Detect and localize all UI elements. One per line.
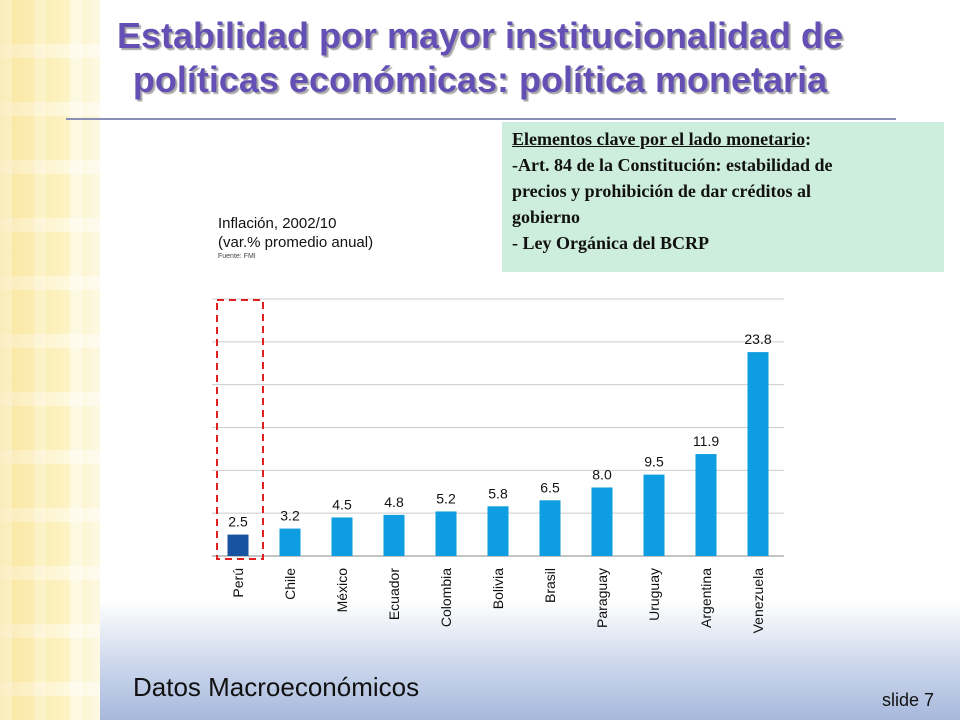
value-label-chile: 3.2 — [280, 508, 300, 524]
bar-brasil — [539, 500, 561, 556]
key-box-line-2: precios y prohibición de dar créditos al — [512, 181, 812, 201]
decorative-left-band — [0, 0, 100, 720]
chart-bars — [227, 352, 769, 556]
value-label-uruguay: 9.5 — [644, 454, 664, 470]
chart-title: Inflación, 2002/10 — [218, 215, 337, 232]
category-label-paraguay: Paraguay — [594, 568, 610, 628]
key-box-line-3: gobierno — [512, 207, 581, 227]
category-label-brasil: Brasil — [542, 568, 558, 603]
category-label-méxico: México — [334, 568, 350, 613]
bar-chile — [279, 528, 301, 556]
slide-title: Estabilidad por mayor institucionalidad … — [20, 14, 940, 102]
bar-bolivia — [487, 506, 509, 556]
bar-venezuela — [747, 352, 769, 556]
slide-title-line-1: Estabilidad por mayor institucionalidad … — [116, 15, 844, 56]
chart-category-labels: Perú Chile México Ecuador Colombia Bolivia Bra… — [230, 568, 766, 634]
chart-subtitle: (var.% promedio anual) — [218, 234, 374, 251]
value-label-méxico: 4.5 — [332, 496, 352, 512]
footer-gradient — [100, 600, 960, 720]
bar-uruguay — [643, 474, 665, 556]
value-label-paraguay: 8.0 — [592, 466, 612, 482]
slide-title-line-2: políticas económicas: política monetaria — [132, 59, 828, 100]
peru-highlight-box — [216, 299, 264, 560]
key-elements-box: Elementos clave por el lado monetario: -… — [502, 122, 944, 272]
category-label-argentina: Argentina — [698, 568, 714, 628]
value-label-brasil: 6.5 — [540, 479, 560, 495]
chart-caption: Inflación, 2002/10 (var.% promedio anual… — [218, 214, 373, 261]
key-box-heading: Elementos clave por el lado monetario — [512, 129, 806, 149]
bar-argentina — [695, 454, 717, 556]
category-label-colombia: Colombia — [438, 568, 454, 627]
bar-méxico — [331, 517, 353, 556]
category-label-bolivia: Bolivia — [490, 568, 506, 609]
key-box-heading-colon: : — [805, 129, 812, 149]
chart-gridlines — [212, 298, 784, 557]
chart-value-labels: 2.5 3.2 4.5 4.8 5.2 5.8 6.5 8.0 9.5 11.9 23.8 — [228, 331, 772, 529]
value-label-perú: 2.5 — [228, 514, 248, 530]
category-label-venezuela: Venezuela — [750, 568, 766, 634]
category-label-perú: Perú — [230, 568, 246, 598]
category-label-chile: Chile — [282, 568, 298, 600]
bar-colombia — [435, 511, 457, 556]
slide-number: slide 7 — [882, 690, 935, 710]
category-label-ecuador: Ecuador — [386, 568, 402, 620]
bar-paraguay — [591, 487, 613, 556]
value-label-colombia: 5.2 — [436, 490, 456, 506]
bar-ecuador — [383, 514, 405, 556]
key-box-heading-line: Elementos clave por el lado monetario: — [512, 126, 936, 152]
title-divider — [66, 118, 896, 120]
bar-perú — [227, 534, 249, 556]
category-label-uruguay: Uruguay — [646, 568, 662, 621]
key-box-line-1: -Art. 84 de la Constitución: estabilidad… — [512, 155, 833, 175]
value-label-venezuela: 23.8 — [744, 331, 771, 347]
value-label-argentina: 11.9 — [693, 433, 719, 449]
key-box-line-4: - Ley Orgánica del BCRP — [512, 233, 709, 253]
value-label-bolivia: 5.8 — [488, 485, 508, 501]
chart-source: Fuente: FMI — [218, 253, 256, 260]
value-label-ecuador: 4.8 — [384, 494, 404, 510]
footer-label: Datos Macroeconómicos — [133, 672, 420, 702]
